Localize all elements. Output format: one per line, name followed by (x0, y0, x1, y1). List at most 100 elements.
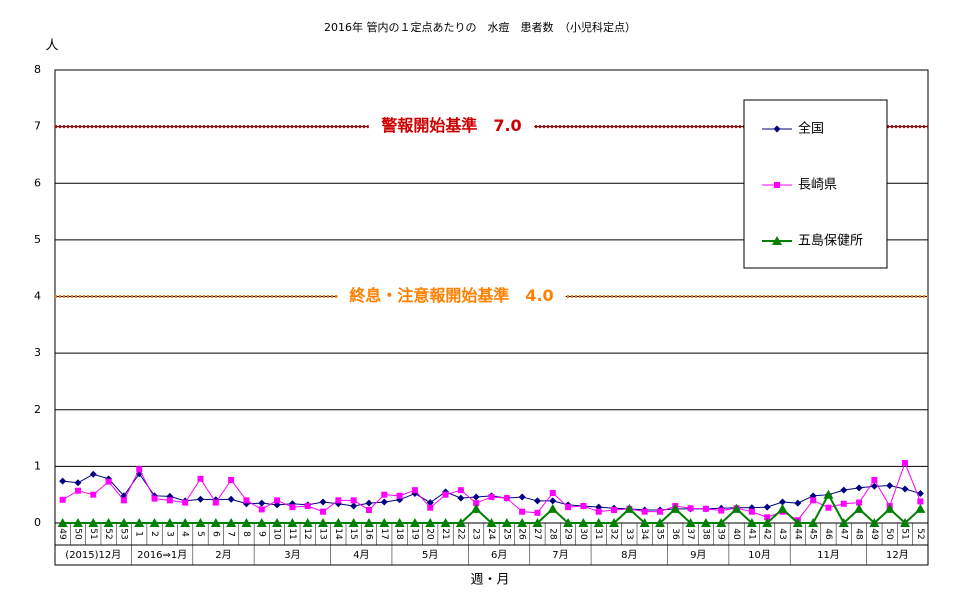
y-tick-label: 2 (34, 403, 41, 416)
point (103, 518, 114, 527)
point (425, 518, 436, 527)
point (810, 497, 817, 504)
point (764, 514, 771, 521)
y-tick-label: 8 (34, 63, 41, 76)
x-tick-label: 13 (318, 528, 328, 539)
x-tick-label: 6 (210, 531, 220, 537)
point (486, 518, 497, 527)
x-tick-label: 26 (517, 528, 527, 540)
point (258, 506, 265, 513)
point (457, 494, 465, 502)
month-label: 2016⇒1月 (137, 549, 187, 561)
point (518, 493, 526, 501)
point (471, 503, 482, 513)
point (838, 518, 849, 527)
point (578, 518, 589, 527)
point (641, 508, 648, 515)
point (440, 518, 451, 527)
y-tick-label: 1 (34, 459, 41, 472)
x-tick-label: 52 (103, 528, 113, 539)
point (226, 518, 237, 527)
point (426, 499, 434, 507)
x-tick-label: 14 (333, 528, 343, 540)
x-tick-label: 38 (700, 528, 710, 540)
legend-label: 五島保健所 (798, 234, 863, 249)
x-tick-label: 7 (226, 531, 236, 537)
x-tick-label: 31 (593, 528, 603, 539)
point (762, 518, 773, 527)
point (900, 518, 911, 527)
y-axis-label: 人 (45, 39, 58, 54)
point (772, 236, 782, 245)
legend-label: 長崎県 (798, 178, 837, 193)
point (916, 490, 924, 498)
x-tick-label: 27 (532, 528, 542, 539)
month-label: 9月 (690, 549, 706, 561)
x-tick-label: 29 (563, 528, 573, 540)
x-tick-label: 49 (57, 528, 67, 540)
point (777, 503, 788, 513)
point (212, 499, 219, 506)
point (702, 505, 709, 512)
x-tick-label: 23 (471, 528, 481, 539)
x-tick-label: 32 (609, 528, 619, 539)
x-tick-label: 15 (348, 528, 358, 539)
point (532, 518, 543, 527)
point (319, 498, 327, 506)
point (593, 518, 604, 527)
point (763, 503, 771, 511)
point (901, 485, 909, 493)
x-tick-label: 49 (869, 528, 879, 540)
point (243, 497, 250, 504)
point (381, 491, 388, 498)
chart-title: 2016年 管内の１定点あたりの 水痘 患者数 （小児科定点） (324, 20, 636, 34)
point (411, 487, 418, 494)
point (746, 518, 757, 527)
point (915, 503, 926, 513)
point (808, 518, 819, 527)
point (611, 506, 618, 513)
month-label: 6月 (491, 549, 507, 561)
x-tick-label: 42 (762, 528, 772, 539)
point (318, 518, 329, 527)
point (120, 497, 127, 504)
x-tick-label: 5 (195, 531, 205, 537)
x-tick-label: 50 (884, 528, 894, 540)
point (335, 497, 342, 504)
x-tick-label: 24 (486, 528, 496, 540)
point (840, 486, 848, 494)
point (609, 518, 620, 527)
point (580, 503, 587, 510)
point (533, 497, 541, 505)
month-label: 8月 (621, 549, 637, 561)
point (380, 498, 388, 506)
point (59, 496, 66, 503)
point (503, 495, 510, 502)
x-tick-label: 40 (731, 528, 741, 540)
month-label: (2015)12月 (65, 549, 121, 561)
point (197, 495, 204, 503)
point (166, 497, 173, 504)
point (670, 503, 681, 513)
point (547, 503, 558, 513)
y-tick-label: 0 (34, 516, 41, 529)
x-tick-label: 21 (440, 528, 450, 539)
point (89, 470, 97, 478)
reference-label-bg (368, 116, 535, 137)
point (258, 499, 266, 507)
x-tick-label: 34 (639, 528, 649, 540)
point (517, 518, 528, 527)
x-tick-label: 48 (854, 528, 864, 540)
point (105, 478, 112, 485)
point (363, 518, 374, 527)
point (718, 507, 725, 514)
y-tick-label: 6 (34, 176, 41, 189)
point (731, 503, 742, 513)
x-tick-label: 2 (149, 531, 159, 537)
x-tick-label: 22 (455, 528, 465, 539)
x-tick-label: 51 (88, 528, 98, 539)
x-tick-label: 30 (578, 528, 588, 540)
point (90, 491, 97, 498)
point (74, 487, 81, 494)
